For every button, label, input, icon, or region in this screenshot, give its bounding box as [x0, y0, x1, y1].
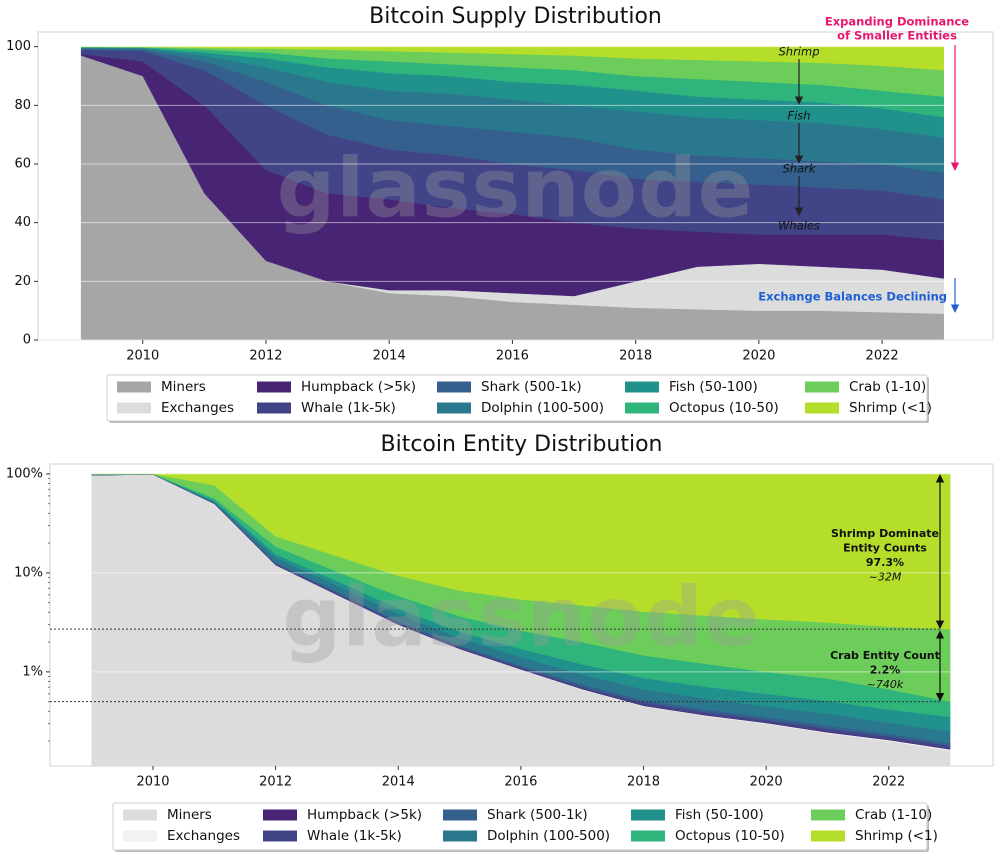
legend-label: Shark (500-1k)	[481, 379, 582, 395]
x-tick-label: 2018	[619, 349, 652, 364]
x-tick-label: 2020	[750, 775, 783, 790]
x-tick-label: 2018	[627, 775, 660, 790]
legend-label: Dolphin (100-500)	[481, 400, 604, 416]
chart: Bitcoin Entity Distribution glassnode 1% 10…	[6, 432, 994, 852]
legend-label: Octopus (10-50)	[669, 400, 779, 416]
legend-label: Dolphin (100-500)	[487, 828, 610, 844]
legend-label: Shrimp (<1)	[855, 828, 938, 844]
annotation: 2.2%	[870, 664, 901, 677]
legend-box	[112, 802, 928, 851]
legend: Miners Exchanges Humpback (>5k) Whale (1k-5…	[112, 802, 938, 852]
legend: Miners Exchanges Humpback (>5k) Whale (1k-5…	[106, 374, 932, 423]
y-tick-label: 1%	[22, 664, 43, 679]
legend-label: Shark (500-1k)	[487, 807, 588, 823]
chart-title: Bitcoin Supply Distribution	[369, 4, 662, 29]
x-tick-label: 2014	[382, 775, 415, 790]
x-tick-label: 2010	[126, 349, 159, 364]
legend-swatch	[443, 809, 477, 821]
y-tick-label: 100	[6, 39, 31, 54]
y-tick-label: 100%	[6, 466, 43, 481]
legend-swatch	[625, 402, 659, 414]
chart-title: Bitcoin Entity Distribution	[380, 432, 662, 457]
x-tick-label: 2016	[496, 349, 529, 364]
annotation: Shrimp Dominate	[831, 527, 939, 540]
watermark: glassnode	[283, 570, 761, 665]
legend-swatch	[117, 402, 151, 414]
legend-swatch	[805, 402, 839, 414]
legend-label: Humpback (>5k)	[307, 807, 422, 823]
annotation: of Smaller Entities	[837, 29, 957, 43]
legend-swatch	[263, 809, 297, 821]
legend-label: Shrimp (<1)	[849, 400, 932, 416]
legend-swatch	[805, 381, 839, 393]
legend-swatch	[123, 830, 157, 842]
legend-label: Crab (1-10)	[849, 379, 926, 395]
legend-swatch	[631, 830, 665, 842]
legend-swatch	[631, 809, 665, 821]
legend-swatch	[257, 402, 291, 414]
legend-label: Exchanges	[167, 828, 240, 844]
annotation: ~740k	[867, 678, 904, 691]
y-tick-label: 60	[14, 157, 31, 172]
y-tick-label: 0	[23, 333, 31, 348]
legend-swatch	[437, 381, 471, 393]
x-tick-label: 2012	[259, 775, 292, 790]
x-tick-label: 2014	[373, 349, 406, 364]
legend-label: Crab (1-10)	[855, 807, 932, 823]
areas	[80, 46, 944, 340]
x-tick-label: 2020	[742, 349, 775, 364]
x-tick-label: 2022	[872, 775, 905, 790]
legend-swatch	[437, 402, 471, 414]
legend-swatch	[257, 381, 291, 393]
legend-swatch	[263, 830, 297, 842]
legend-label: Fish (50-100)	[669, 379, 758, 395]
legend-swatch	[811, 809, 845, 821]
legend-label: Exchanges	[161, 400, 234, 416]
legend-swatch	[625, 381, 659, 393]
legend-label: Whale (1k-5k)	[307, 828, 402, 844]
y-tick-label: 20	[14, 274, 31, 289]
annotation: Whales	[778, 219, 820, 233]
annotation: Expanding Dominance	[825, 15, 969, 29]
areas	[91, 473, 951, 766]
legend-label: Octopus (10-50)	[675, 828, 785, 844]
y-tick-label: 40	[14, 215, 31, 230]
legend-swatch	[117, 381, 151, 393]
annotation: Exchange Balances Declining	[758, 290, 947, 304]
legend-label: Fish (50-100)	[675, 807, 764, 823]
annotation: Entity Counts	[843, 542, 927, 555]
chart: Bitcoin Supply Distribution glassnode 0 20 4…	[6, 4, 994, 423]
x-tick-label: 2022	[866, 349, 899, 364]
legend-swatch	[123, 809, 157, 821]
annotation: Shrimp	[778, 45, 819, 59]
legend-label: Humpback (>5k)	[301, 379, 416, 395]
legend-box	[106, 374, 928, 422]
legend-swatch	[443, 830, 477, 842]
legend-swatch	[811, 830, 845, 842]
annotation: 97.3%	[866, 556, 904, 569]
legend-label: Miners	[161, 379, 206, 395]
x-tick-label: 2016	[504, 775, 537, 790]
y-tick-label: 80	[14, 98, 31, 113]
watermark: glassnode	[277, 141, 755, 236]
y-tick-label: 10%	[14, 565, 43, 580]
x-tick-label: 2012	[249, 349, 282, 364]
legend-label: Whale (1k-5k)	[301, 400, 396, 416]
annotation: Shark	[782, 162, 816, 176]
x-tick-label: 2010	[136, 775, 169, 790]
legend-label: Miners	[167, 807, 212, 823]
annotation: Crab Entity Count	[830, 649, 940, 662]
annotation: Fish	[787, 109, 810, 123]
annotation: ~32M	[869, 571, 902, 584]
